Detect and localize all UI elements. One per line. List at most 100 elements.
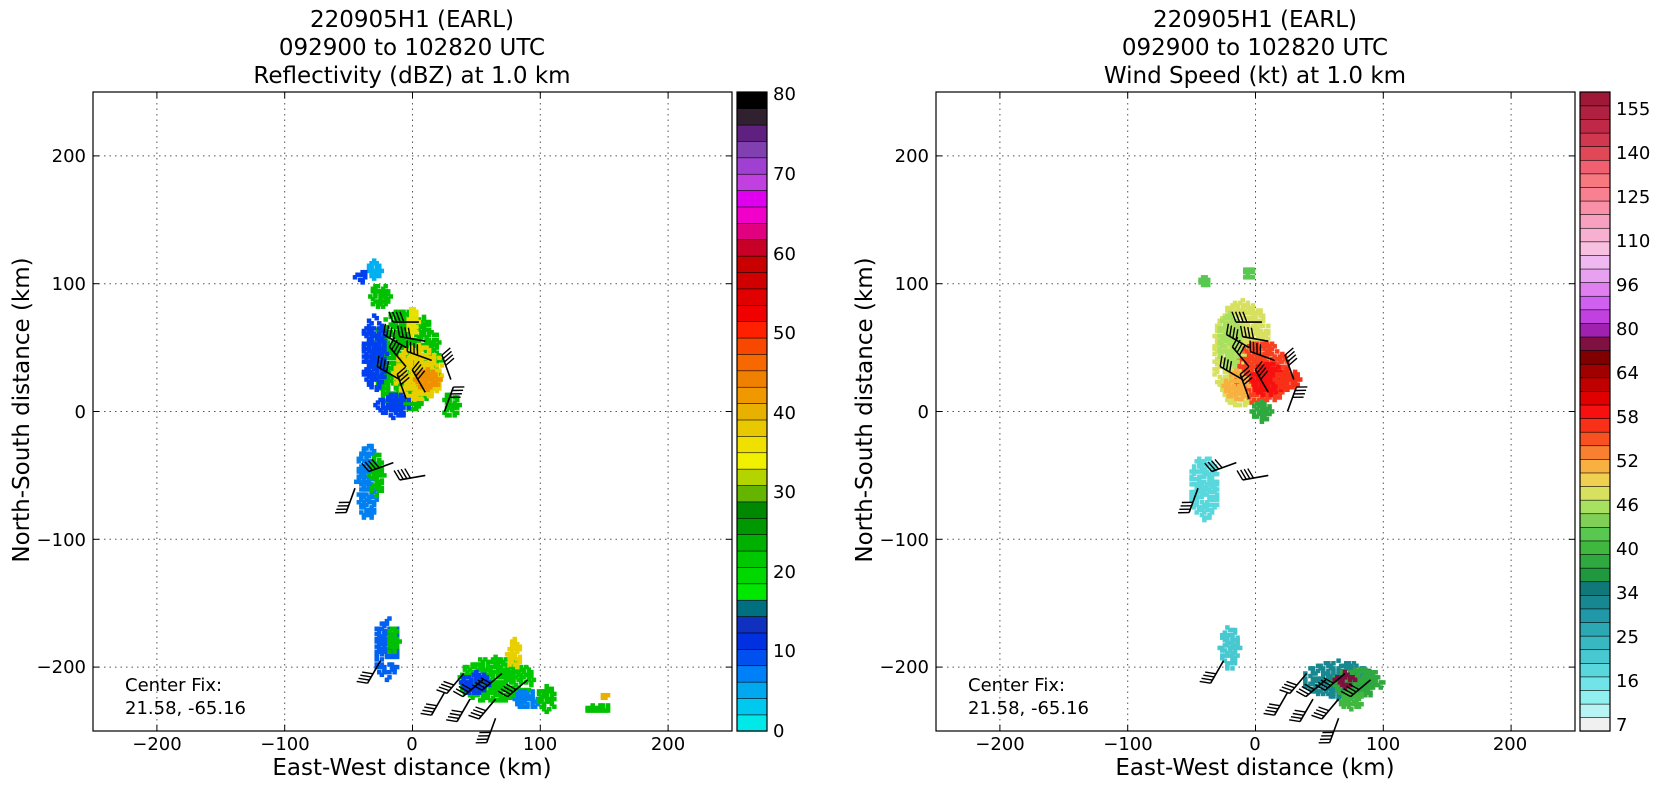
echo-cell xyxy=(1275,349,1280,354)
echo-cell xyxy=(1230,666,1235,671)
colorbar-segment xyxy=(737,469,767,486)
echo-cell xyxy=(525,702,530,707)
colorbar-segment xyxy=(1580,106,1610,120)
colorbar-segment xyxy=(737,551,767,568)
echo-cell xyxy=(1271,362,1276,367)
colorbar-segment xyxy=(737,305,767,322)
echo-cell xyxy=(1233,628,1238,633)
wind-barb-flag xyxy=(446,720,457,722)
echo-cell xyxy=(386,289,391,294)
x-tick-label: −200 xyxy=(975,734,1024,755)
colorbar-segment xyxy=(1580,187,1610,201)
wind-barb xyxy=(421,693,445,716)
echo-cell xyxy=(552,697,557,702)
colorbar-segment xyxy=(1580,296,1610,310)
wind-barb-flag xyxy=(1205,672,1216,674)
colorbar-label: 155 xyxy=(1616,99,1650,120)
colorbar-segment xyxy=(1580,337,1610,351)
echo-cell xyxy=(381,398,386,403)
echo-cell xyxy=(377,264,382,269)
echo-cell xyxy=(372,326,377,331)
echo-cell xyxy=(380,380,385,385)
colorbar-segment xyxy=(737,108,767,125)
colorbar-label: 25 xyxy=(1616,627,1639,648)
colorbar-segment xyxy=(737,436,767,453)
colorbar-segment xyxy=(737,92,767,109)
echo-cell xyxy=(372,449,377,454)
colorbar-segment xyxy=(1580,527,1610,541)
wind-barb-flag xyxy=(473,710,483,714)
echo-cell xyxy=(1272,344,1277,349)
colorbar-segment xyxy=(737,141,767,158)
echo-cell xyxy=(484,675,489,680)
echo-cell xyxy=(387,675,392,680)
wind-barb-staff xyxy=(457,699,470,722)
colorbar-segment xyxy=(737,633,767,650)
colorbar-label: 16 xyxy=(1616,671,1639,692)
echo-cell xyxy=(1354,664,1359,669)
colorbar-segment xyxy=(1580,568,1610,582)
colorbar-segment xyxy=(1580,418,1610,432)
colorbar-segment xyxy=(1580,704,1610,718)
colorbar-segment xyxy=(1580,228,1610,242)
colorbar-label: 96 xyxy=(1616,275,1639,296)
echo-region xyxy=(1198,275,1210,287)
echo-cell xyxy=(387,616,392,621)
echo-region xyxy=(537,684,557,714)
colorbar-segment xyxy=(1580,92,1610,106)
echo-cell xyxy=(1295,372,1300,377)
echo-cell xyxy=(469,678,474,683)
echo-cell xyxy=(447,413,452,418)
colorbar-segment xyxy=(1580,677,1610,691)
echo-cell xyxy=(426,367,431,372)
colorbar-segment xyxy=(737,649,767,666)
colorbar-segment xyxy=(737,223,767,240)
echo-cell xyxy=(529,670,534,675)
colorbar-segment xyxy=(1580,445,1610,459)
echo-cell xyxy=(547,707,552,712)
echo-cell xyxy=(1267,404,1272,409)
colorbar-segment xyxy=(1580,282,1610,296)
echo-cell xyxy=(1246,301,1251,306)
echo-cell xyxy=(530,689,535,694)
echo-cell xyxy=(395,629,400,634)
colorbar-segment xyxy=(1580,649,1610,663)
colorbar-segment xyxy=(737,125,767,142)
echo-cell xyxy=(1261,393,1266,398)
x-tick-label: 200 xyxy=(651,734,685,755)
echo-cell xyxy=(376,284,381,289)
y-tick-label: 100 xyxy=(52,274,86,295)
echo-cell xyxy=(1215,472,1220,477)
echo-cell xyxy=(427,348,432,353)
echo-cell xyxy=(1311,666,1316,671)
colorbar-label: 40 xyxy=(773,403,796,424)
echo-cell xyxy=(1376,675,1381,680)
wind-barb-flag xyxy=(450,713,461,715)
echo-cell xyxy=(1215,503,1220,508)
wind-barb-flag xyxy=(1293,713,1304,715)
echo-cell xyxy=(435,333,440,338)
colorbar-segment xyxy=(1580,364,1610,378)
echo-cell xyxy=(1265,417,1270,422)
echo-cell xyxy=(1228,311,1233,316)
echo-cell xyxy=(1378,685,1383,690)
y-tick-label: 0 xyxy=(75,402,86,423)
echo-cell xyxy=(1262,402,1267,407)
wind-barb-flag xyxy=(1200,681,1211,683)
echo-cell xyxy=(1381,680,1386,685)
echo-cell xyxy=(382,473,387,478)
echo-cell xyxy=(414,325,419,330)
echo-cell xyxy=(1266,324,1271,329)
wind-barb-flag xyxy=(1282,687,1292,691)
colorbar-segment xyxy=(737,289,767,306)
echo-cell xyxy=(552,692,557,697)
echo-cell xyxy=(1240,298,1245,303)
echo-cell xyxy=(1274,390,1279,395)
echo-cell xyxy=(440,373,445,378)
wind-barb-flag xyxy=(359,678,370,680)
center-fix-value: 21.58, -65.16 xyxy=(968,698,1089,719)
echo-cell xyxy=(606,703,611,708)
echo-cell xyxy=(1276,365,1281,370)
wind-barb-staff xyxy=(1300,699,1313,722)
colorbar-segment xyxy=(1580,473,1610,487)
